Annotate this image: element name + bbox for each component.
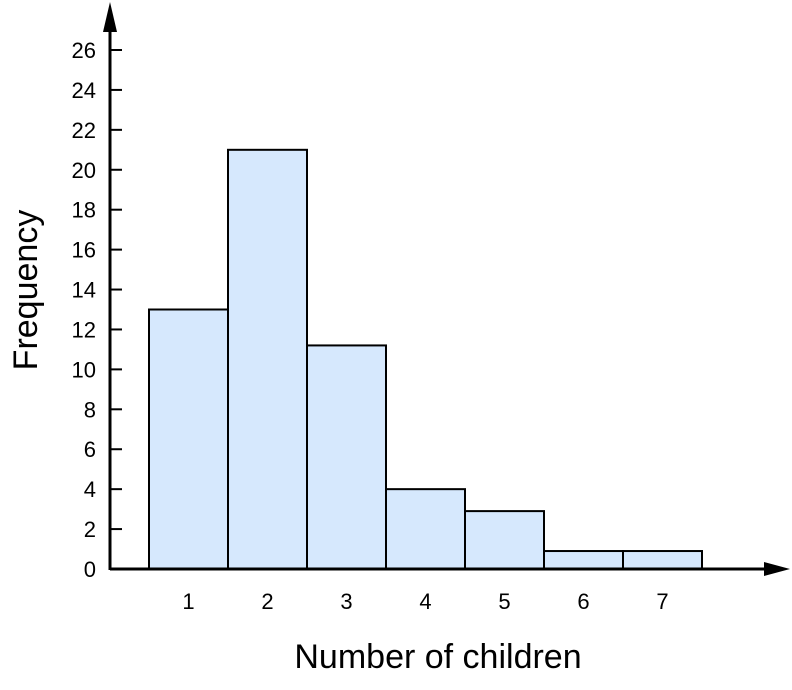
x-tick-label-3: 3 xyxy=(340,589,352,614)
y-tick-label-6: 6 xyxy=(84,437,96,462)
x-tick-label-6: 6 xyxy=(577,589,589,614)
y-tick-label-12: 12 xyxy=(72,317,96,342)
y-tick-label-26: 26 xyxy=(72,38,96,63)
x-tick-label-5: 5 xyxy=(498,589,510,614)
y-tick-label-16: 16 xyxy=(72,238,96,263)
y-axis-title: Frequency xyxy=(7,210,45,371)
y-tick-label-24: 24 xyxy=(72,78,96,103)
y-axis-arrowhead xyxy=(103,2,117,32)
x-tick-label-7: 7 xyxy=(656,589,668,614)
bar-1 xyxy=(148,308,229,570)
y-tick-label-2: 2 xyxy=(84,517,96,542)
y-tick-label-8: 8 xyxy=(84,397,96,422)
x-tick-label-4: 4 xyxy=(419,589,431,614)
y-tick-label-10: 10 xyxy=(72,357,96,382)
y-tick-label-22: 22 xyxy=(72,118,96,143)
x-axis-arrowhead xyxy=(764,562,790,576)
bar-2 xyxy=(227,148,308,571)
bar-7 xyxy=(622,550,703,570)
bars-group xyxy=(148,148,703,571)
bar-4 xyxy=(385,488,466,570)
y-tick-label-14: 14 xyxy=(72,278,96,303)
y-tick-label-18: 18 xyxy=(72,198,96,223)
y-tick-label-0: 0 xyxy=(84,557,96,582)
x-axis-title: Number of children xyxy=(294,638,581,676)
y-tick-label-20: 20 xyxy=(72,158,96,183)
bar-6 xyxy=(543,550,624,570)
x-tick-label-1: 1 xyxy=(182,589,194,614)
y-tick-label-4: 4 xyxy=(84,477,96,502)
x-ticks-group: 1 2 3 4 5 6 7 xyxy=(182,589,668,614)
x-tick-label-2: 2 xyxy=(261,589,273,614)
bar-5 xyxy=(464,510,545,571)
bar-3 xyxy=(306,344,387,570)
